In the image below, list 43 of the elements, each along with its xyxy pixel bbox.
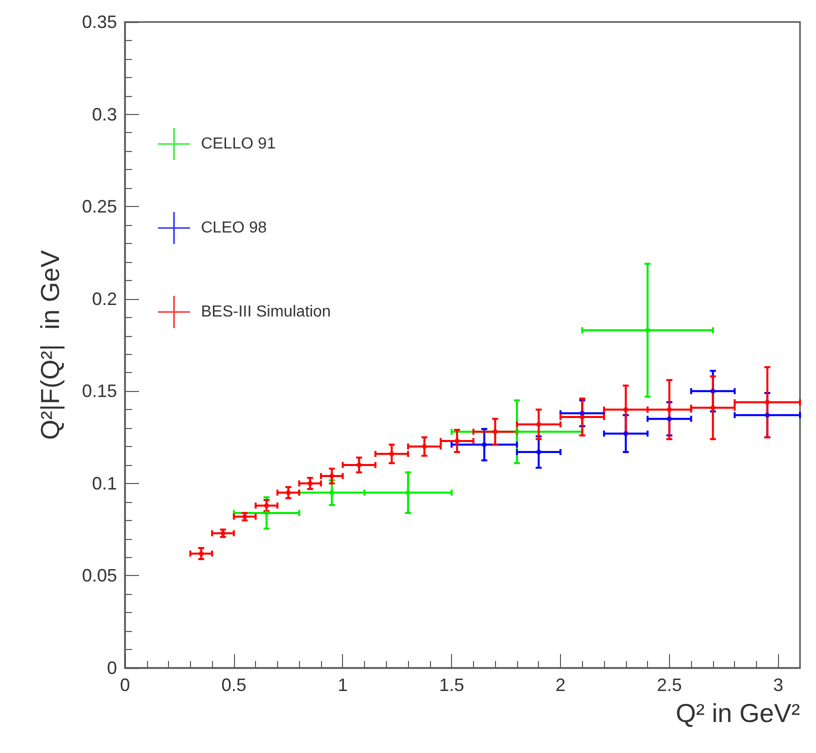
legend-label: BES-III Simulation — [201, 304, 331, 320]
point — [286, 490, 291, 496]
point — [389, 451, 394, 456]
y-tick-label: 0 — [106, 658, 117, 678]
x-tick-label: 0 — [120, 675, 130, 695]
point — [666, 416, 672, 422]
x-tick-label: 3 — [773, 675, 784, 695]
point — [536, 450, 542, 455]
y-tick-label: 0.25 — [82, 196, 117, 217]
point — [580, 414, 585, 420]
point — [264, 503, 270, 508]
point — [329, 490, 334, 496]
point — [356, 462, 362, 468]
point — [645, 328, 650, 333]
legend-label: CLEO 98 — [201, 220, 267, 236]
x-tick-label: 1.5 — [439, 675, 464, 695]
point — [308, 480, 313, 486]
x-tick-label: 0.5 — [221, 675, 246, 695]
y-tick-label: 0.05 — [82, 566, 117, 586]
point — [536, 422, 542, 427]
point — [492, 429, 498, 434]
point — [329, 474, 334, 479]
point — [666, 407, 672, 412]
legend-label: CELLO 91 — [201, 136, 276, 152]
point — [406, 490, 411, 496]
x-tick-label: 2.5 — [656, 675, 682, 695]
point — [482, 442, 487, 448]
point — [710, 388, 716, 394]
y-tick-label: 0.35 — [82, 12, 117, 32]
y-tick-label: 0.15 — [82, 381, 117, 402]
y-tick-label: 0.3 — [92, 104, 117, 124]
point — [422, 444, 427, 450]
point — [198, 551, 204, 556]
x-tick-label: 2 — [555, 675, 566, 695]
y-axis-title: Q²|F(Q²| in GeV — [35, 249, 65, 440]
point — [764, 412, 770, 418]
point — [623, 407, 628, 412]
y-tick-label: 0.1 — [92, 473, 117, 494]
x-axis-title: Q² in GeV² — [676, 698, 800, 728]
point — [454, 438, 460, 444]
point — [764, 400, 770, 405]
x-tick-label: 1 — [338, 675, 348, 695]
y-tick-label: 0.2 — [92, 288, 117, 309]
